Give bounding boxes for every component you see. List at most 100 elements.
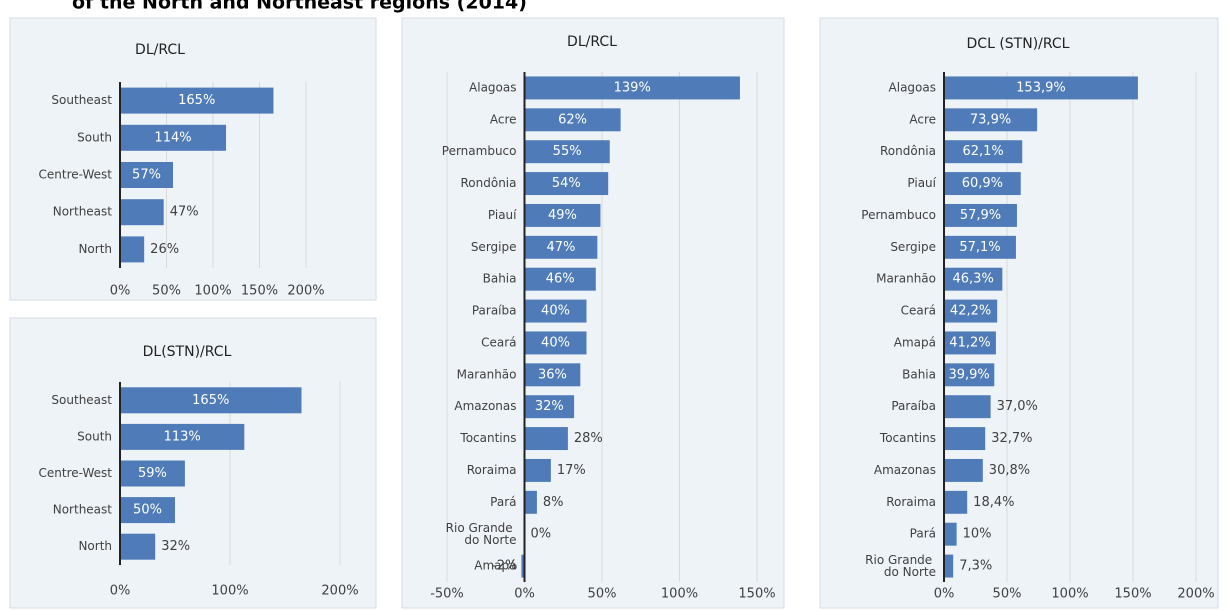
- bar: [120, 387, 302, 414]
- value-label: 30,8%: [989, 463, 1030, 478]
- category-label: Maranhão: [457, 367, 517, 381]
- bar: [524, 395, 575, 419]
- category-label: Ceará: [481, 335, 516, 349]
- category-label: South: [77, 429, 112, 443]
- category-label: Roraima: [886, 495, 936, 509]
- bar: [120, 87, 274, 114]
- category-label: Pará: [490, 495, 516, 509]
- value-label: 32%: [535, 399, 564, 414]
- bar: [524, 267, 596, 291]
- chart-title: DL/RCL: [567, 34, 617, 50]
- bar: [120, 162, 174, 188]
- bar: [524, 235, 598, 259]
- category-label: Acre: [490, 112, 517, 126]
- x-tick-label: 100%: [661, 587, 698, 602]
- value-label: 165%: [192, 393, 229, 408]
- x-tick-label: 0%: [110, 284, 131, 299]
- bar: [944, 299, 998, 323]
- value-label: 0%: [531, 527, 552, 542]
- bar: [120, 199, 164, 226]
- category-label: Bahia: [902, 367, 936, 381]
- bar: [521, 554, 525, 578]
- value-label: 165%: [178, 93, 215, 108]
- bar: [944, 267, 1003, 291]
- bar: [944, 395, 991, 419]
- category-label: Alagoas: [469, 80, 516, 94]
- bar: [944, 490, 968, 514]
- bar: [944, 522, 957, 546]
- value-label: 46,3%: [953, 272, 994, 287]
- value-label: 47%: [546, 240, 575, 255]
- value-label: 55%: [553, 144, 582, 159]
- value-label: 39,9%: [948, 367, 989, 382]
- x-tick-label: 100%: [194, 284, 231, 299]
- bar: [524, 76, 740, 100]
- category-label: Amazonas: [454, 399, 516, 413]
- category-label: Ceará: [901, 304, 936, 318]
- value-label: 47%: [170, 205, 199, 220]
- bar: [524, 363, 581, 387]
- value-label: 42,2%: [950, 304, 991, 319]
- category-label: Centre-West: [39, 466, 113, 480]
- bar: [120, 236, 145, 263]
- category-label: Amapá: [894, 335, 936, 349]
- value-label: 37,0%: [997, 399, 1038, 414]
- category-label: Tocantins: [459, 431, 516, 445]
- bar: [944, 554, 954, 578]
- x-tick-label: 200%: [287, 284, 324, 299]
- bar: [944, 331, 996, 355]
- bar: [524, 299, 587, 323]
- category-label: Northeast: [53, 205, 113, 219]
- bar: [524, 458, 551, 482]
- bar: [120, 423, 245, 450]
- bar: [944, 140, 1023, 164]
- x-tick-label: 150%: [1114, 587, 1151, 602]
- value-label: 18,4%: [973, 495, 1014, 510]
- category-label: Amapá: [474, 559, 516, 573]
- value-label: 8%: [543, 495, 564, 510]
- x-tick-label: 150%: [241, 284, 278, 299]
- category-label: Maranhão: [876, 272, 936, 286]
- panel: [9, 317, 377, 609]
- x-tick-label: 0%: [514, 587, 535, 602]
- value-label: -2%: [492, 559, 517, 574]
- value-label: 40%: [541, 335, 570, 350]
- bar: [944, 203, 1017, 227]
- x-tick-label: 50%: [588, 587, 617, 602]
- category-label: Amazonas: [874, 463, 936, 477]
- x-tick-label: 200%: [1177, 587, 1214, 602]
- bar: [944, 172, 1021, 196]
- x-tick-label: 200%: [321, 584, 358, 599]
- bar: [524, 331, 587, 355]
- value-label: 49%: [548, 208, 577, 223]
- value-label: 57,1%: [959, 240, 1000, 255]
- bar: [524, 427, 568, 451]
- x-tick-label: 150%: [738, 587, 775, 602]
- category-label: Bahia: [483, 272, 517, 286]
- category-label: Alagoas: [889, 80, 936, 94]
- chart-title: DCL (STN)/RCL: [967, 36, 1070, 52]
- bar: [524, 490, 537, 514]
- value-label: 10%: [963, 527, 992, 542]
- bar: [120, 533, 156, 560]
- value-label: 46%: [546, 272, 575, 287]
- x-tick-label: 0%: [934, 587, 955, 602]
- bar: [944, 76, 1138, 100]
- category-label: Rio Grande do Norte: [865, 553, 936, 579]
- value-label: 32,7%: [991, 431, 1032, 446]
- x-tick-label: 0%: [110, 584, 131, 599]
- category-label: Rio Grande do Norte: [446, 521, 517, 547]
- page-title: of the North and Northeast regions (2014…: [72, 0, 527, 14]
- category-label: Pernambuco: [861, 208, 936, 222]
- value-label: 57%: [132, 168, 161, 183]
- category-label: Rondônia: [461, 176, 517, 190]
- value-label: 59%: [138, 466, 167, 481]
- bar: [944, 458, 983, 482]
- value-label: 40%: [541, 304, 570, 319]
- value-label: 62,1%: [962, 144, 1003, 159]
- category-label: Roraima: [467, 463, 517, 477]
- value-label: 62%: [558, 112, 587, 127]
- value-label: 17%: [557, 463, 586, 478]
- x-tick-label: 100%: [1051, 587, 1088, 602]
- value-label: 113%: [164, 429, 201, 444]
